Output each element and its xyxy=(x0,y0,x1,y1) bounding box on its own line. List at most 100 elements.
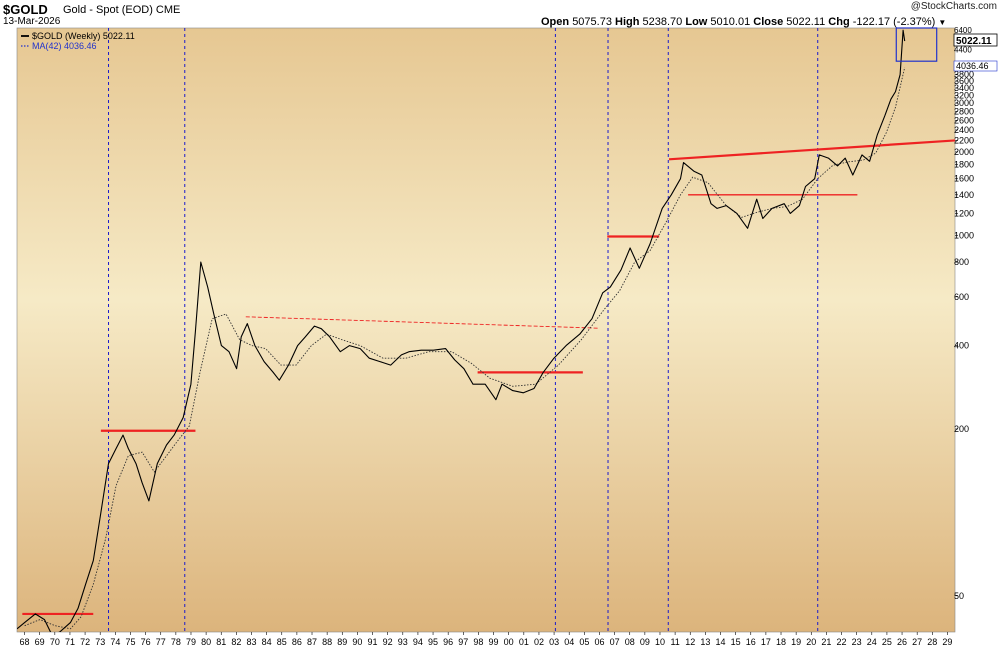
x-tick-label: 85 xyxy=(277,637,287,647)
y-tick-label: 2000 xyxy=(954,147,974,157)
y-tick-label: 2200 xyxy=(954,135,974,145)
x-tick-label: 84 xyxy=(262,637,272,647)
highlight-box xyxy=(895,27,938,62)
chevron-down-icon[interactable]: ▼ xyxy=(938,18,947,27)
y-tick-label: 4400 xyxy=(954,46,972,55)
x-tick-label: 11 xyxy=(670,637,679,647)
chg-value: -122.17 (-2.37%) xyxy=(852,16,936,28)
x-tick-label: 88 xyxy=(322,637,332,647)
x-tick-label: 07 xyxy=(610,637,620,647)
x-tick-label: 68 xyxy=(20,637,30,647)
gold-price-line xyxy=(17,29,906,632)
x-tick-label: 16 xyxy=(746,637,756,647)
y-tick-label: 3400 xyxy=(954,83,974,93)
resistance-trendline xyxy=(668,139,955,161)
x-tick-label: 93 xyxy=(398,637,408,647)
x-tick-label: 75 xyxy=(125,637,135,647)
y-tick-label: 2800 xyxy=(954,106,974,116)
x-tick-label: 73 xyxy=(95,637,105,647)
x-tick-label: 01 xyxy=(519,637,529,647)
x-tick-label: 28 xyxy=(927,637,937,647)
x-tick-label: 71 xyxy=(65,637,75,647)
current-ma-label: 4036.46 xyxy=(956,61,989,71)
x-tick-label: 78 xyxy=(171,637,181,647)
x-tick-label: 12 xyxy=(685,637,695,647)
current-price-marker xyxy=(953,33,998,47)
x-tick-label: 79 xyxy=(186,637,196,647)
low-label: Low xyxy=(685,16,708,28)
x-tick-label: 81 xyxy=(216,637,226,647)
open-value: 5075.73 xyxy=(572,16,612,28)
symbol-label: $GOLD xyxy=(3,2,48,17)
x-tick-label: 14 xyxy=(715,637,725,647)
x-tick-label: 95 xyxy=(428,637,438,647)
x-tick-label: 98 xyxy=(473,637,483,647)
y-tick-label: 3000 xyxy=(954,98,974,108)
x-tick-label: 13 xyxy=(700,637,710,647)
x-tick-label: 90 xyxy=(352,637,362,647)
x-tick-label: 10 xyxy=(655,637,665,647)
x-tick-label: 09 xyxy=(640,637,650,647)
current-price-label: 5022.11 xyxy=(956,36,992,47)
x-tick-label: 15 xyxy=(731,637,741,647)
plot-area xyxy=(16,27,956,633)
description-text: Gold - Spot (EOD) xyxy=(63,4,153,16)
x-tick-label: 23 xyxy=(852,637,862,647)
open-label: Open xyxy=(541,16,570,28)
y-tick-label: 50 xyxy=(954,591,964,601)
x-tick-label: 22 xyxy=(837,637,847,647)
y-tick-label: 6400 xyxy=(954,26,972,35)
x-tick-label: 20 xyxy=(806,637,816,647)
legend-ma-label: MA(42) 4036.46 xyxy=(32,41,97,51)
current-ma-marker xyxy=(953,60,998,72)
exchange-text: CME xyxy=(155,4,181,16)
x-tick-label: 03 xyxy=(549,637,559,647)
chg-label: Chg xyxy=(828,16,850,28)
x-tick-label: 72 xyxy=(80,637,90,647)
x-tick-label: 24 xyxy=(867,637,877,647)
x-tick-label: 92 xyxy=(383,637,393,647)
x-tick-label: 94 xyxy=(413,637,423,647)
x-tick-label: 06 xyxy=(594,637,604,647)
x-tick-label: 86 xyxy=(292,637,302,647)
x-tick-label: 02 xyxy=(534,637,544,647)
x-tick-label: 21 xyxy=(821,637,831,647)
y-tick-label: 3200 xyxy=(954,90,974,100)
y-tick-label: 1400 xyxy=(954,190,974,200)
x-tick-label: 76 xyxy=(141,637,151,647)
x-tick-label: 74 xyxy=(110,637,120,647)
watermark: @StockCharts.com xyxy=(910,1,997,12)
x-tick-label: 17 xyxy=(761,637,771,647)
dashed-trendline xyxy=(245,316,600,329)
x-tick-label: 89 xyxy=(337,637,347,647)
y-tick-label: 3800 xyxy=(954,70,974,80)
x-tick-label: 80 xyxy=(201,637,211,647)
x-tick-label: 19 xyxy=(791,637,801,647)
x-tick-label: 05 xyxy=(579,637,589,647)
x-tick-label: 99 xyxy=(489,637,499,647)
x-tick-label: 87 xyxy=(307,637,317,647)
y-tick-label: 2400 xyxy=(954,125,974,135)
x-tick-label: 29 xyxy=(942,637,952,647)
x-tick-label: 83 xyxy=(246,637,256,647)
close-value: 5022.11 xyxy=(786,16,826,28)
x-tick-label: 77 xyxy=(156,637,166,647)
y-tick-label: 400 xyxy=(954,341,969,351)
x-tick-label: 97 xyxy=(458,637,468,647)
y-tick-label: 1200 xyxy=(954,208,974,218)
description-label: Gold - Spot (EOD) CME xyxy=(63,4,180,16)
y-tick-label: 1000 xyxy=(954,230,974,240)
x-tick-label: 82 xyxy=(231,637,241,647)
y-tick-label: 1800 xyxy=(954,160,974,170)
y-tick-label: 600 xyxy=(954,292,969,302)
x-tick-label: 69 xyxy=(35,637,45,647)
y-tick-label: 800 xyxy=(954,257,969,267)
x-tick-label: 26 xyxy=(897,637,907,647)
x-tick-label: 18 xyxy=(776,637,786,647)
x-tick-label: 08 xyxy=(625,637,635,647)
x-tick-label: 70 xyxy=(50,637,60,647)
x-tick-label: 25 xyxy=(882,637,892,647)
ma-42-line xyxy=(24,67,906,630)
